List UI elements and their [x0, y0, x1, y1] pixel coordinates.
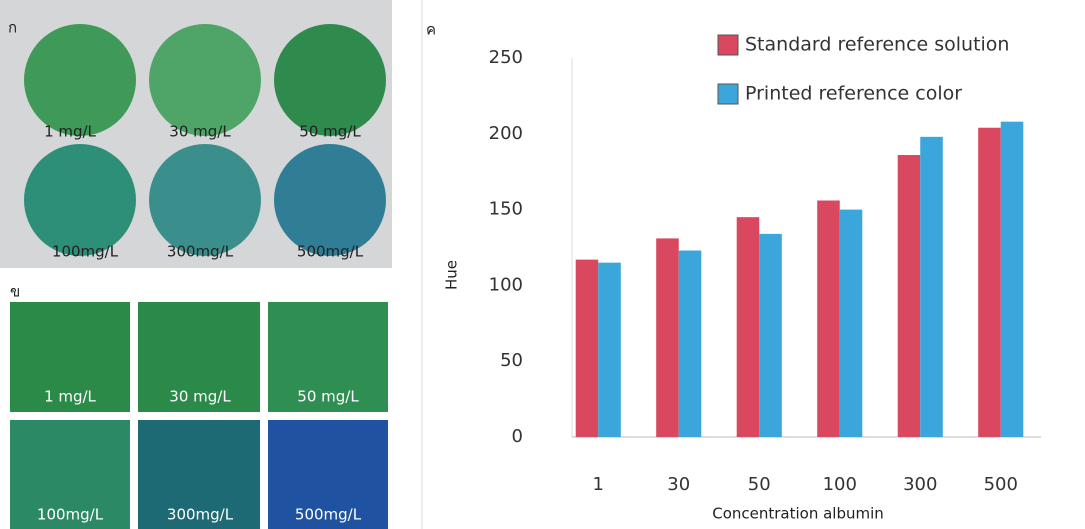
well-label: 500mg/L [297, 243, 364, 261]
panel-label: ค [426, 21, 436, 39]
well [274, 144, 386, 256]
bar [656, 238, 679, 437]
bar [1001, 122, 1024, 437]
panel-label: ก [8, 19, 17, 37]
legend-swatch [718, 35, 738, 55]
panel-label: ข [10, 283, 20, 301]
bar [840, 210, 863, 437]
y-tick-label: 200 [489, 123, 523, 144]
x-tick-label: 300 [903, 474, 937, 495]
bar [576, 260, 599, 437]
well [149, 144, 261, 256]
bar [598, 263, 621, 437]
well-label: 1 mg/L [44, 123, 96, 141]
y-tick-label: 150 [489, 199, 523, 220]
swatch-label: 100mg/L [37, 506, 104, 524]
y-tick-label: 0 [512, 426, 523, 447]
x-tick-label: 50 [748, 474, 771, 495]
legend-swatch [718, 84, 738, 104]
swatch-label: 30 mg/L [169, 388, 231, 406]
bar [978, 128, 1001, 437]
bar [679, 251, 702, 437]
bar [898, 155, 921, 437]
bar [737, 217, 760, 437]
y-tick-label: 100 [489, 274, 523, 295]
well-label: 30 mg/L [169, 123, 231, 141]
bar [817, 201, 840, 437]
figure: ก 1 mg/L 30 mg/L 50 mg/L 100mg/L 300mg/L… [0, 0, 1085, 529]
well [24, 24, 136, 136]
swatch-label: 50 mg/L [297, 388, 359, 406]
well [24, 144, 136, 256]
swatch-label: 1 mg/L [44, 388, 96, 406]
bar [920, 137, 943, 437]
legend-label: Printed reference color [745, 83, 962, 105]
well-label: 50 mg/L [299, 123, 361, 141]
x-tick-label: 30 [667, 474, 690, 495]
y-tick-label: 50 [500, 350, 523, 371]
x-axis-title: Concentration albumin [712, 505, 884, 523]
swatch-label: 500mg/L [295, 506, 362, 524]
well [274, 24, 386, 136]
legend-label: Standard reference solution [745, 34, 1009, 56]
x-tick-label: 500 [984, 474, 1018, 495]
y-axis-title: Hue [443, 260, 461, 290]
well [149, 24, 261, 136]
swatch-label: 300mg/L [167, 506, 234, 524]
x-tick-label: 1 [593, 474, 604, 495]
well-label: 100mg/L [52, 243, 119, 261]
x-tick-label: 100 [823, 474, 857, 495]
y-tick-label: 250 [489, 47, 523, 68]
bar [759, 234, 782, 437]
well-label: 300mg/L [167, 243, 234, 261]
